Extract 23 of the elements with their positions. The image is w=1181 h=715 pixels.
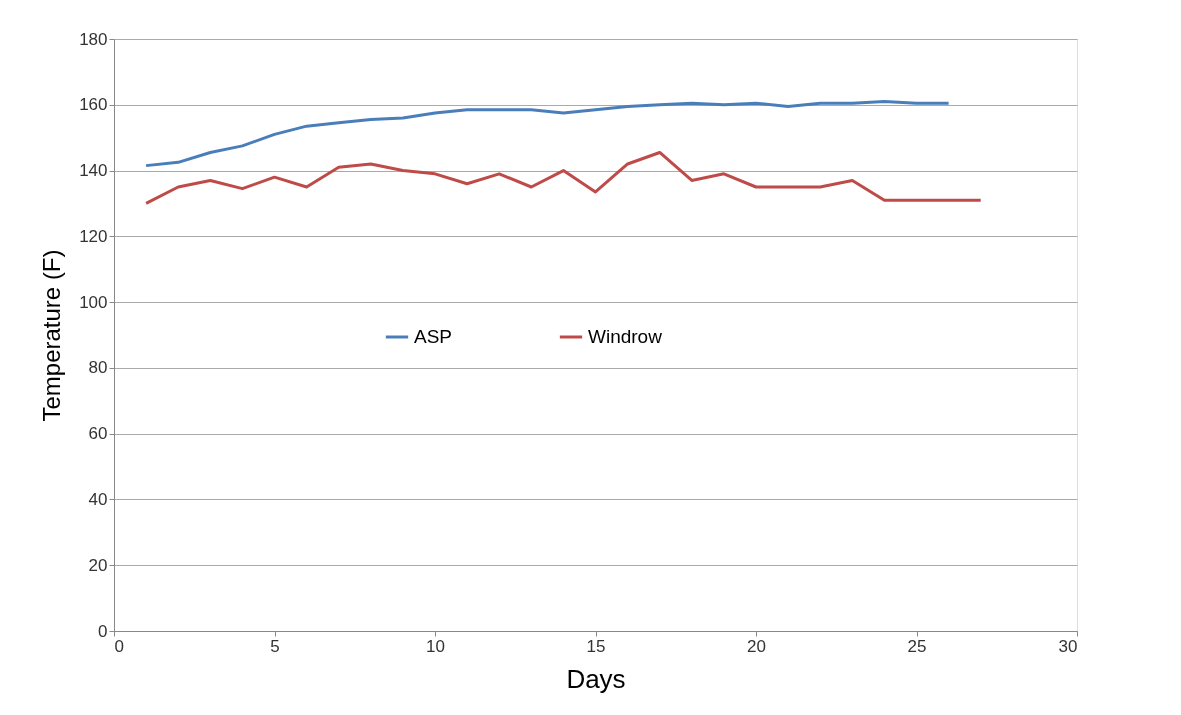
y-tick-label: 180 <box>79 29 108 49</box>
y-tick-label: 100 <box>79 292 108 312</box>
y-tick-label: 60 <box>88 424 108 444</box>
x-tick-label: 15 <box>586 636 606 656</box>
legend-label: Windrow <box>588 326 663 347</box>
x-tick-label: 20 <box>747 636 766 656</box>
x-tick-label: 10 <box>426 636 445 656</box>
x-tick-label: 25 <box>907 636 927 656</box>
line-series <box>144 150 983 205</box>
y-tick-label: 0 <box>98 621 108 641</box>
y-tick-label: 140 <box>79 161 108 181</box>
y-tick-label: 120 <box>79 226 108 246</box>
x-tick-label: 30 <box>1058 636 1078 656</box>
y-tick-label: 80 <box>88 358 108 378</box>
x-axis-title: Days <box>566 663 626 694</box>
y-tick-label: 40 <box>88 489 108 509</box>
x-tick-label: 5 <box>270 636 280 656</box>
y-axis-title: Temperature (F) <box>38 249 66 422</box>
y-tick-label: 20 <box>88 555 108 575</box>
y-tick-label: 160 <box>79 95 108 115</box>
legend-label: ASP <box>414 326 453 347</box>
line-series <box>144 99 951 168</box>
x-tick-label: 0 <box>114 636 124 656</box>
